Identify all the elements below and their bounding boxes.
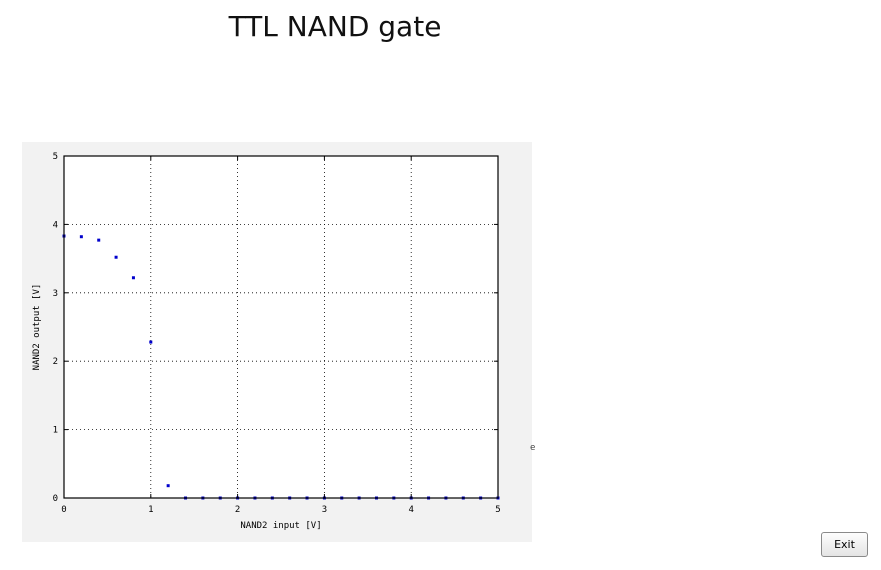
y-tick-label: 4: [53, 220, 58, 230]
chart-title: TTL NAND gate: [228, 10, 442, 43]
data-point: [79, 235, 83, 239]
chart-svg: 0 1 2 3 4 5 0 1 2 3 4 5 NAND2 input [V] NAND2 outpu…: [32, 152, 501, 531]
axes-frame: [63, 155, 499, 499]
grid-lines: [64, 156, 498, 498]
y-tick-label: 3: [53, 289, 58, 299]
y-axis-label: NAND2 output [V]: [32, 284, 42, 371]
data-point: [131, 276, 135, 280]
plot-area: [64, 156, 498, 498]
data-point: [149, 340, 153, 344]
y-tick-label: 1: [53, 426, 58, 436]
x-tick-label: 5: [495, 505, 500, 515]
plot-panel: 0 1 2 3 4 5 0 1 2 3 4 5 NAND2 input [V] NAND2 outpu…: [22, 142, 532, 542]
tick-marks: 0 1 2 3 4 5 0 1 2 3 4 5: [53, 152, 501, 515]
data-point: [97, 238, 101, 242]
x-tick-label: 1: [148, 505, 153, 515]
data-point: [114, 255, 118, 259]
x-tick-label: 0: [61, 505, 66, 515]
x-tick-label: 3: [322, 505, 327, 515]
exit-button[interactable]: Exit: [821, 532, 868, 557]
x-tick-label: 4: [408, 505, 413, 515]
y-tick-label: 5: [53, 152, 58, 162]
data-point: [166, 484, 170, 488]
y-tick-label: 2: [53, 357, 58, 367]
y-tick-label: 0: [53, 494, 58, 504]
clipped-text-fragment: e: [530, 443, 536, 453]
x-tick-label: 2: [235, 505, 240, 515]
x-axis-label: NAND2 input [V]: [240, 521, 321, 531]
